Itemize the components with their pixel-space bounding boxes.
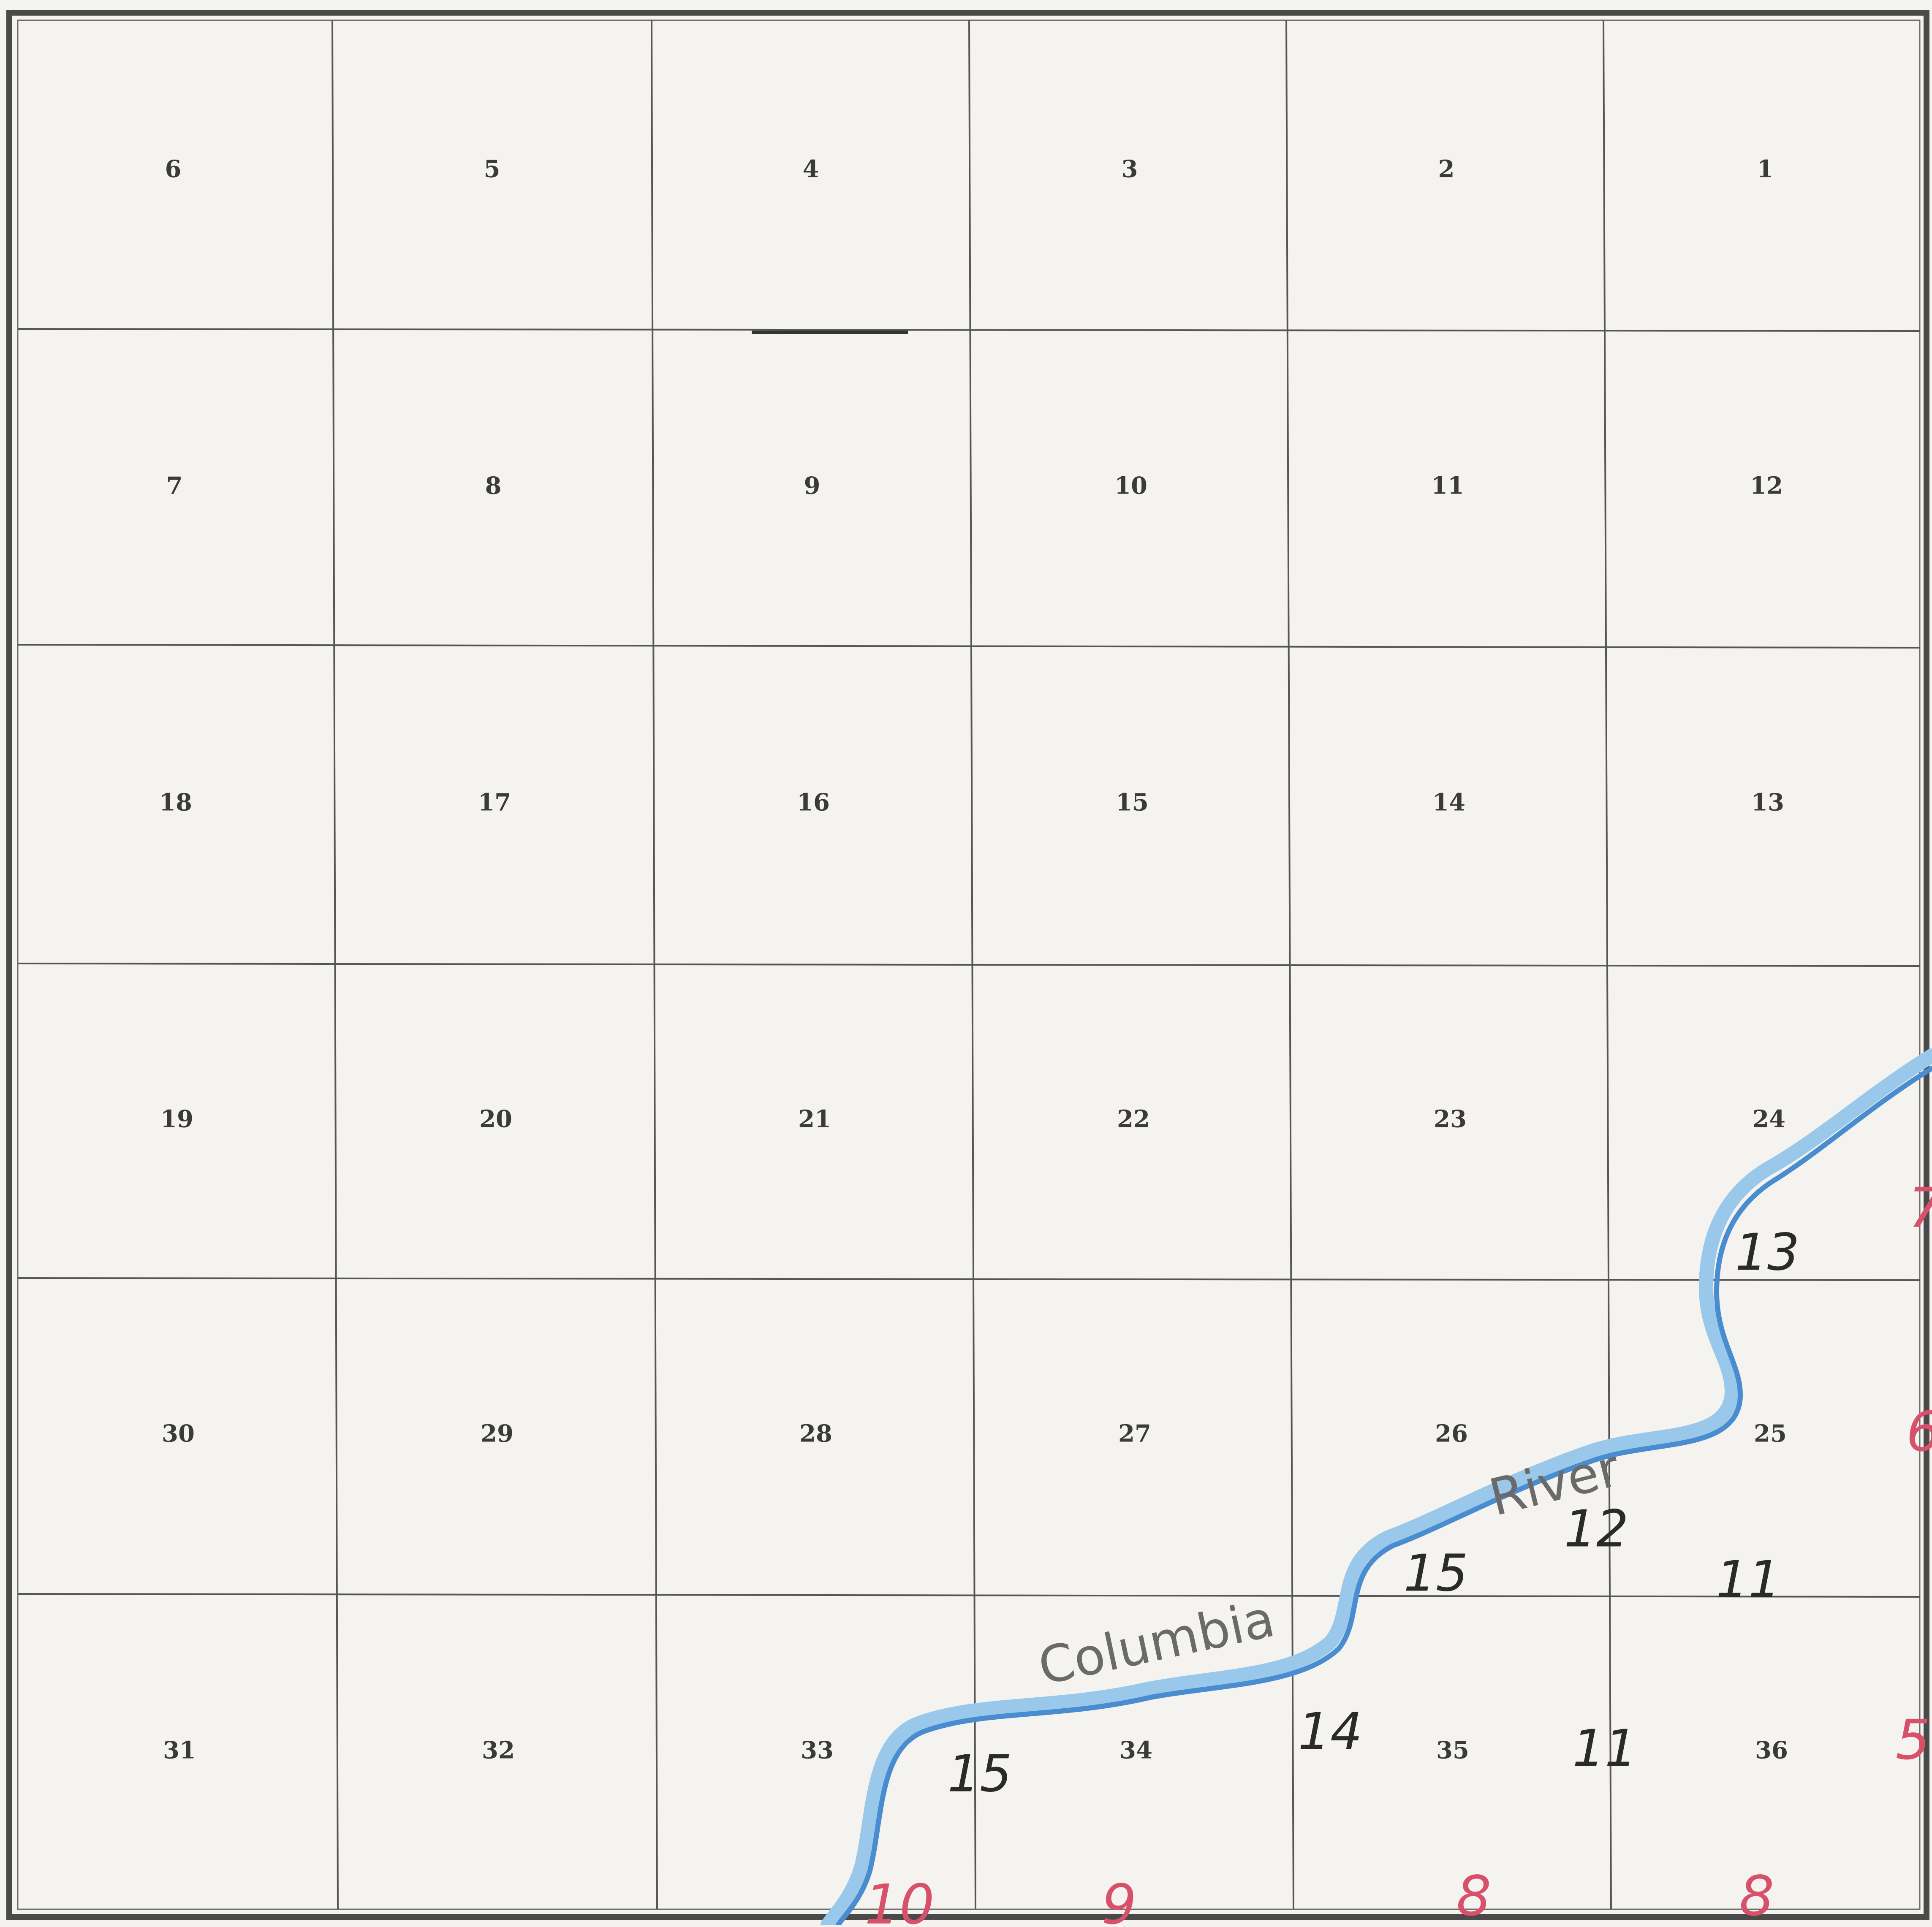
section-number-23: 23 (1434, 1105, 1467, 1133)
section-number-19: 19 (160, 1105, 193, 1133)
hand-number-15-lower: 15 (948, 1745, 1012, 1804)
section-number-21: 21 (798, 1105, 831, 1133)
red-number-6: 6 (1906, 1400, 1932, 1464)
section-number-30: 30 (162, 1420, 195, 1448)
section-number-14: 14 (1432, 789, 1465, 817)
section-number-17: 17 (478, 789, 511, 817)
handwritten-black-numbers: 13 12 15 11 14 15 11 (948, 1224, 1800, 1804)
red-number-9: 9 (1102, 1873, 1137, 1925)
handwritten-red-numbers: 7 6 5 10 9 8 8 (864, 1176, 1932, 1927)
section-number-1: 1 (1757, 155, 1774, 183)
section-number-10: 10 (1114, 472, 1147, 500)
hand-number-12: 12 (1564, 1500, 1629, 1559)
section-number-16: 16 (797, 789, 830, 817)
hand-number-11-lower: 11 (1573, 1720, 1637, 1778)
section-number-35: 35 (1436, 1737, 1469, 1764)
section-number-8: 8 (485, 472, 502, 500)
grid-line-h3 (17, 963, 1920, 967)
river-channel (836, 1066, 1932, 1927)
hand-number-15-upper: 15 (1404, 1544, 1468, 1603)
section-number-12: 12 (1750, 472, 1783, 500)
section-number-27: 27 (1118, 1420, 1151, 1448)
section-number-24: 24 (1753, 1105, 1785, 1133)
section-number-18: 18 (159, 789, 192, 817)
grid-line-h1 (17, 328, 1920, 332)
section-number-6: 6 (165, 155, 182, 183)
section-number-7: 7 (166, 472, 183, 500)
section-number-36: 36 (1755, 1737, 1788, 1764)
red-number-8-left: 8 (1456, 1864, 1492, 1925)
section-number-13: 13 (1751, 789, 1784, 817)
grid-line-h5 (17, 1593, 1920, 1598)
section-number-33: 33 (801, 1737, 834, 1764)
grid-line-h4 (17, 1277, 1920, 1281)
township-border-inner (17, 19, 1921, 1910)
section-number-32: 32 (482, 1737, 515, 1764)
section-grid-lines (17, 20, 1920, 1910)
red-number-5: 5 (1896, 1708, 1931, 1772)
red-number-8-right: 8 (1739, 1864, 1774, 1925)
township-border-outer (6, 10, 1929, 1920)
section-number-5: 5 (484, 155, 500, 183)
section-number-29: 29 (481, 1420, 514, 1448)
section-number-11: 11 (1431, 472, 1464, 500)
section-number-26: 26 (1435, 1420, 1468, 1448)
hand-number-14: 14 (1298, 1703, 1363, 1761)
grid-line-h2 (17, 644, 1920, 649)
section-number-31: 31 (163, 1737, 196, 1764)
section-number-25: 25 (1754, 1420, 1787, 1448)
section-number-28: 28 (799, 1420, 832, 1448)
section-number-20: 20 (479, 1105, 512, 1133)
section-number-22: 22 (1117, 1105, 1150, 1133)
section-number-2: 2 (1438, 155, 1455, 183)
river-bank-light (821, 1048, 1932, 1927)
section-number-15: 15 (1116, 789, 1149, 817)
hand-number-13: 13 (1735, 1224, 1800, 1282)
grid-line-v5 (1603, 20, 1612, 1910)
hand-number-11-upper: 11 (1716, 1551, 1781, 1609)
section-number-9: 9 (804, 472, 821, 500)
red-number-10: 10 (864, 1873, 934, 1925)
section-number-4: 4 (803, 155, 819, 183)
columbia-river (821, 1048, 1932, 1927)
section-number-3: 3 (1122, 155, 1138, 183)
section-number-34: 34 (1120, 1737, 1152, 1764)
red-number-7: 7 (1908, 1176, 1932, 1240)
